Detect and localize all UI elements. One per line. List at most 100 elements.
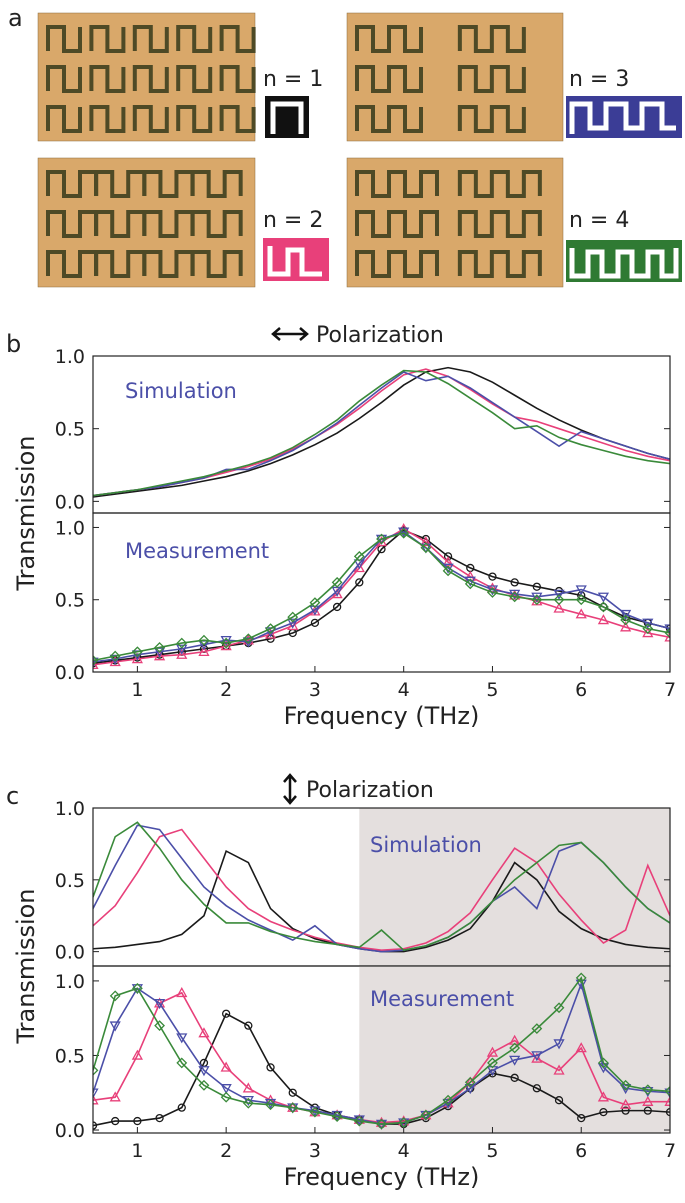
marker	[620, 614, 632, 626]
marker	[176, 1057, 188, 1069]
marker	[664, 1095, 670, 1106]
marker	[133, 1116, 142, 1126]
annotation: Simulation	[125, 379, 237, 403]
series-line	[93, 821, 670, 952]
meander	[355, 210, 542, 238]
marker	[353, 1115, 365, 1127]
marker	[376, 1118, 387, 1130]
arrow-vertical	[283, 773, 297, 805]
marker	[509, 591, 521, 603]
marker	[153, 650, 166, 661]
marker	[93, 1121, 98, 1130]
marker	[442, 565, 454, 577]
marker	[155, 1113, 164, 1123]
marker	[442, 1094, 454, 1106]
marker	[376, 533, 387, 545]
y-tick-label: 0.5	[55, 590, 85, 612]
marker	[598, 1057, 609, 1069]
marker	[665, 624, 670, 633]
marker	[487, 587, 498, 598]
marker	[531, 1051, 543, 1062]
marker	[553, 602, 565, 613]
x-tick-label: 7	[664, 1140, 676, 1162]
x-tick-label: 1	[131, 1140, 143, 1162]
sample-label: n = 2	[263, 208, 323, 233]
annotation: Measurement	[125, 539, 269, 563]
marker	[355, 578, 364, 587]
marker	[642, 618, 654, 629]
x-tick-label: 5	[486, 679, 498, 701]
marker	[464, 1084, 476, 1095]
chart: 0.0 0.5 1.0 Simulation Polarization b	[6, 323, 671, 514]
marker	[575, 594, 587, 606]
marker	[176, 637, 188, 649]
marker	[509, 1055, 521, 1066]
y-tick-label: 0.0	[55, 1120, 85, 1142]
marker	[420, 536, 432, 547]
marker	[131, 653, 143, 664]
marker	[642, 623, 654, 635]
marker	[398, 527, 410, 539]
marker	[575, 585, 587, 596]
chart: 0.0 0.5 1.0 Simulation Polarization c	[6, 778, 671, 967]
marker	[553, 594, 565, 606]
marker	[93, 659, 98, 668]
marker	[620, 609, 632, 621]
micrograph	[37, 157, 256, 288]
series-line	[93, 824, 670, 953]
marker	[420, 1109, 432, 1121]
icon-n3	[566, 96, 682, 138]
marker	[220, 637, 232, 649]
sample-label: n = 3	[569, 67, 629, 92]
x-tick-label: 4	[398, 679, 410, 701]
chart: 0.0 0.5 1.0 1 2 3 4 5 6 7 Measurement Frequency (TH…	[12, 888, 676, 1191]
marker	[309, 1106, 321, 1118]
series-line	[93, 828, 670, 952]
marker	[554, 1096, 564, 1105]
y-tick-label: 0.0	[55, 491, 85, 513]
marker	[664, 631, 670, 642]
icon-n1	[265, 96, 309, 138]
marker	[577, 591, 586, 600]
marker	[599, 602, 608, 612]
series-line	[93, 532, 670, 662]
marker	[131, 646, 143, 658]
marker	[242, 1097, 254, 1109]
y-tick-label: 0.0	[55, 942, 85, 964]
marker	[109, 650, 121, 662]
marker	[577, 1113, 586, 1123]
marker	[553, 1002, 565, 1014]
marker	[287, 619, 299, 630]
plots: 0.0 0.5 1.0 Simulation Polarization b 0.0 0.5 1.…	[6, 323, 676, 1191]
marker	[553, 1039, 565, 1050]
marker	[398, 1117, 410, 1128]
micrograph	[346, 157, 564, 288]
marker	[288, 1088, 297, 1097]
marker	[331, 1111, 343, 1123]
y-tick-label: 1.0	[55, 517, 85, 539]
x-axis-label: Frequency (THz)	[284, 1163, 480, 1191]
sample-label: n = 1	[263, 67, 323, 92]
y-tick-label: 1.0	[55, 971, 85, 993]
marker	[287, 611, 299, 623]
marker	[93, 1088, 99, 1099]
marker	[93, 1064, 99, 1076]
marker	[198, 1027, 210, 1038]
marker	[177, 1103, 186, 1112]
meander	[46, 210, 243, 238]
micrograph	[37, 12, 256, 142]
x-tick-label: 6	[575, 679, 587, 701]
meander	[46, 170, 243, 198]
series-line	[93, 529, 670, 665]
marker	[310, 618, 320, 628]
x-tick-label: 2	[220, 679, 232, 701]
highlight-region	[359, 966, 670, 1133]
marker	[222, 1009, 231, 1018]
marker	[93, 1094, 99, 1105]
meander	[355, 65, 526, 93]
marker	[487, 1057, 498, 1069]
y-tick-label: 0.5	[55, 419, 85, 441]
marker	[111, 1116, 120, 1126]
series-group	[93, 523, 670, 670]
marker	[642, 1084, 654, 1096]
